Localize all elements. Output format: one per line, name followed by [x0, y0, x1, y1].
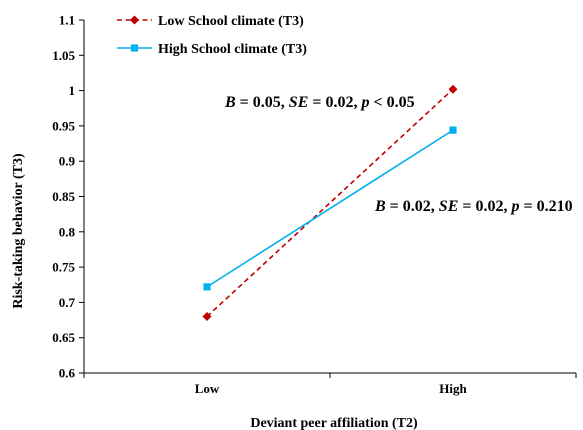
- annotation-1: B = 0.05, SE = 0.02, p < 0.05: [224, 94, 415, 111]
- legend-entry-2: High School climate (T3): [117, 42, 307, 57]
- data-point: [449, 126, 457, 134]
- series-1: [202, 84, 458, 322]
- y-tick-label: 0.85: [52, 189, 75, 204]
- data-point: [203, 283, 211, 291]
- annotation-2: B = 0.02, SE = 0.02, p = 0.210: [374, 198, 573, 215]
- y-tick-label: 0.65: [52, 330, 75, 345]
- y-axis: 0.6 0.65 0.7 0.75 0.8 0.85 0.9 0.95 1 1.05 1.1: [52, 13, 85, 381]
- y-tick-label: 0.95: [52, 118, 75, 133]
- y-tick-label: 0.8: [59, 224, 76, 239]
- y-tick-label: 0.9: [59, 154, 76, 169]
- data-point: [202, 312, 212, 322]
- legend-marker: [130, 44, 139, 52]
- y-tick-label: 0.7: [59, 295, 76, 310]
- y-tick-label: 1.05: [52, 48, 75, 63]
- legend-marker: [130, 15, 139, 25]
- series-line: [206, 88, 454, 318]
- data-point: [448, 84, 458, 94]
- y-tick-label: 1: [69, 83, 76, 98]
- legend-label: Low School climate (T3): [158, 14, 304, 29]
- legend-entry-1: Low School climate (T3): [117, 14, 304, 29]
- x-axis: Low High: [83, 372, 577, 396]
- x-tick-label: High: [439, 381, 467, 396]
- y-tick-label: 0.75: [52, 260, 75, 275]
- x-axis-title: Deviant peer affiliation (T2): [250, 416, 418, 430]
- y-tick-label: 1.1: [59, 13, 75, 28]
- legend-label: High School climate (T3): [158, 42, 307, 57]
- y-axis-title: Risk-taking behavior (T3): [11, 153, 26, 309]
- series-line: [206, 129, 454, 288]
- annotations: B = 0.05, SE = 0.02, p < 0.05 B = 0.02, S…: [224, 94, 573, 215]
- series-2: [203, 126, 457, 291]
- x-tick-label: Low: [195, 381, 220, 396]
- legend: Low School climate (T3) High School clima…: [117, 14, 307, 57]
- series-layer: [202, 84, 458, 322]
- y-tick-label: 0.6: [59, 366, 76, 381]
